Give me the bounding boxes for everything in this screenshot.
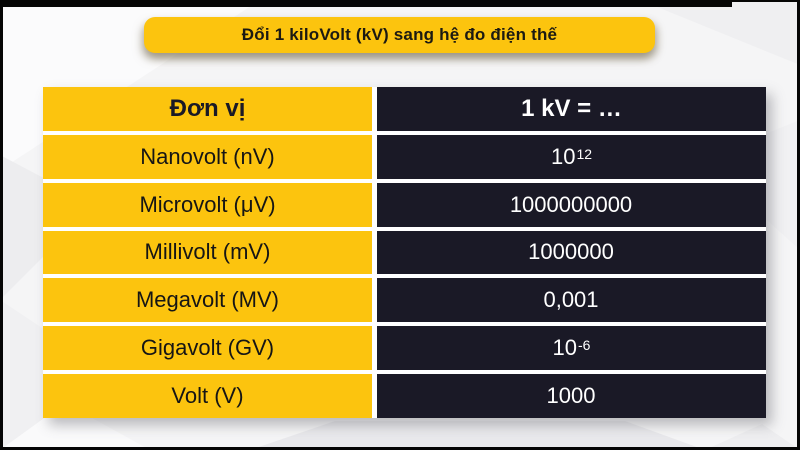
value-cell: 1000	[377, 374, 766, 418]
title-banner: Đổi 1 kiloVolt (kV) sang hệ đo điện thế	[144, 17, 655, 53]
value-base: 0,001	[543, 287, 599, 313]
column-header-unit: Đơn vị	[43, 87, 372, 131]
unit-cell: Microvolt (μV)	[43, 182, 372, 227]
value-cell: 10 -6	[377, 326, 766, 371]
conversion-table: Đơn vị 1 kV = … Nanovolt (nV) 10 12 Microvo…	[43, 87, 766, 418]
frame-bottom	[0, 447, 800, 450]
frame-top-bar	[0, 0, 732, 7]
column-header-value: 1 kV = …	[377, 87, 766, 131]
unit-cell: Gigavolt (GV)	[43, 326, 372, 371]
value-base: 10	[550, 143, 576, 169]
value-base: 1000000	[528, 239, 614, 265]
unit-cell: Nanovolt (nV)	[43, 134, 372, 179]
value-cell: 1000000	[377, 230, 766, 275]
value-base: 10	[552, 335, 578, 361]
value-cell: 0,001	[377, 278, 766, 323]
frame-right	[797, 0, 800, 450]
value-base: 1000	[546, 383, 596, 409]
page-title: Đổi 1 kiloVolt (kV) sang hệ đo điện thế	[241, 25, 558, 44]
unit-cell: Millivolt (mV)	[43, 230, 372, 275]
value-cell: 10 12	[377, 134, 766, 179]
unit-cell: Volt (V)	[43, 374, 372, 418]
value-cell: 1000000000	[377, 182, 766, 227]
value-base: 1000000000	[509, 191, 633, 217]
unit-cell: Megavolt (MV)	[43, 278, 372, 323]
frame-left	[0, 0, 3, 450]
